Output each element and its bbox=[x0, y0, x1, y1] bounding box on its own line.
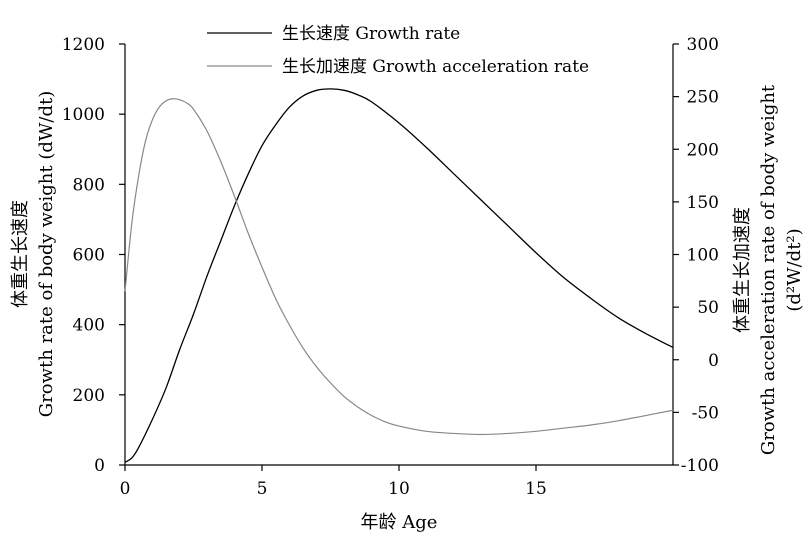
y-right-tick-label: -50 bbox=[692, 403, 719, 423]
y-left-tick-label: 1200 bbox=[62, 35, 105, 55]
axes: 0 5 10 15020040060080010001200-100-50050100… bbox=[62, 35, 719, 499]
y-left-tick-label: 0 bbox=[94, 456, 105, 476]
y-left-tick-label: 400 bbox=[73, 316, 105, 336]
y-right-tick-label: 0 bbox=[708, 351, 719, 371]
y-left-tick-label: 200 bbox=[73, 386, 105, 406]
x-tick-label: 0 bbox=[120, 479, 131, 499]
y-axis-left-title-line2: Growth rate of body weight (dW/dt) bbox=[36, 91, 57, 418]
legend-label-1: 生长速度 Growth rate bbox=[282, 24, 460, 44]
series-line-2 bbox=[124, 98, 674, 436]
x-axis-title: 年龄 Age bbox=[361, 512, 438, 533]
y-right-tick-label: 250 bbox=[687, 88, 719, 108]
y-left-tick-label: 1000 bbox=[62, 105, 105, 125]
y-right-tick-label: 100 bbox=[687, 246, 719, 266]
y-right-tick-label: 300 bbox=[687, 35, 719, 55]
legend: 生长速度 Growth rate 生长加速度 Growth acceleratio… bbox=[207, 24, 589, 77]
y-axis-right-title-line1: 体重生长加速度 bbox=[732, 207, 753, 333]
x-tick-label: 10 bbox=[388, 479, 410, 499]
x-tick-label: 5 bbox=[257, 479, 268, 499]
y-left-tick-label: 600 bbox=[73, 246, 105, 266]
y-right-tick-label: 150 bbox=[687, 193, 719, 213]
series-layer bbox=[124, 88, 674, 463]
y-right-tick-label: -100 bbox=[681, 456, 719, 476]
legend-label-2: 生长加速度 Growth acceleration rate bbox=[282, 57, 589, 77]
x-tick-label: 15 bbox=[525, 479, 547, 499]
y-axis-right-title-line2: Growth acceleration rate of body weight bbox=[758, 84, 779, 455]
y-left-tick-label: 800 bbox=[73, 175, 105, 195]
y-axis-left-title-line1: 体重生长速度 bbox=[10, 200, 31, 308]
y-axis-right-title-line3: (d²W/dt²) bbox=[784, 228, 805, 311]
y-right-tick-label: 200 bbox=[687, 140, 719, 160]
series-line-1 bbox=[124, 88, 674, 463]
y-right-tick-label: 50 bbox=[697, 298, 719, 318]
